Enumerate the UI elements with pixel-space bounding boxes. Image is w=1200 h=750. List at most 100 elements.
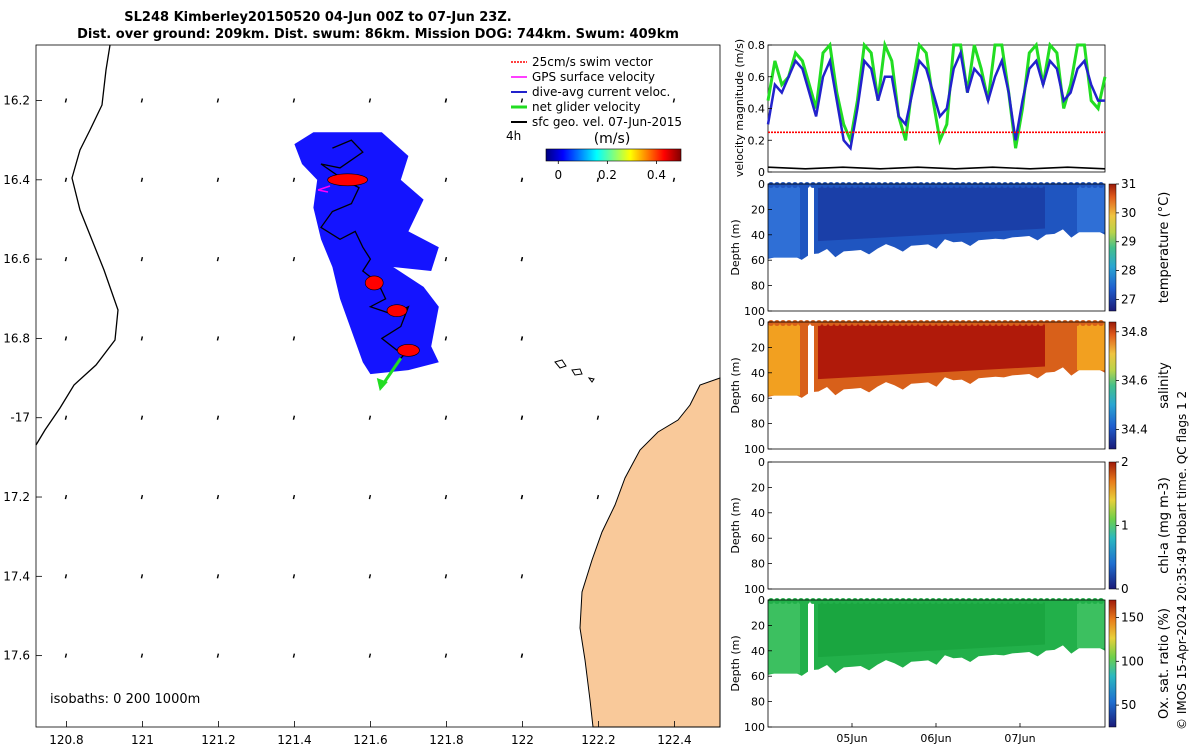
section-y-tick-label: 20 — [751, 619, 765, 632]
section-colorbar-label: temperature (°C) — [1157, 192, 1172, 304]
time-step-label: 4h — [506, 129, 521, 143]
section-top-scallop — [912, 320, 918, 326]
section-top-scallop — [906, 598, 912, 604]
section-top-scallop — [930, 182, 936, 188]
section-top-scallop — [936, 598, 942, 604]
section-top-scallop — [1044, 598, 1050, 604]
velocity-ylabel: velocity magnitude (m/s) — [733, 39, 746, 177]
section-colorbar-tick-label: 150 — [1121, 611, 1144, 625]
section-top-scallop — [1002, 320, 1008, 326]
swim-vector-patches — [327, 173, 420, 357]
section-top-scallop — [924, 598, 930, 604]
section-top-scallop — [1074, 320, 1080, 326]
section-top-scallop — [996, 598, 1002, 604]
section-colorbar-tick-label: 28 — [1121, 264, 1136, 278]
gps-velocity-marks — [317, 185, 331, 193]
salinity-section: 0 20 40 60 80 100 Depth (m) 34.4 34.6 34.8 salinit… — [729, 316, 1172, 456]
section-colorbar-tick-label: 34.4 — [1121, 422, 1148, 436]
section-top-scallop — [900, 182, 906, 188]
section-top-scallop — [1008, 598, 1014, 604]
geo-vector — [140, 415, 144, 420]
map-y-tick-label: -17 — [10, 411, 30, 425]
section-top-scallop — [1092, 320, 1098, 326]
map-y-tick-label: 17.4 — [3, 569, 30, 583]
section-top-scallop — [1056, 182, 1062, 188]
section-top-scallop — [1098, 320, 1104, 326]
section-colorbar-label: Ox. sat. ratio (%) — [1157, 608, 1172, 719]
section-top-scallop — [906, 182, 912, 188]
geo-vector — [672, 98, 676, 103]
section-top-scallop — [996, 182, 1002, 188]
section-y-tick-label: 40 — [751, 645, 765, 658]
time-axis-tick-label: 05Jun — [836, 732, 867, 745]
map-x-tick-label: 121.2 — [201, 733, 235, 747]
section-top-scallop — [834, 598, 840, 604]
map-x-tick-label: 122.2 — [581, 733, 615, 747]
time-axis-tick-label: 06Jun — [920, 732, 951, 745]
section-top-scallop — [1092, 598, 1098, 604]
section-colorbar-tick-label: 100 — [1121, 654, 1144, 668]
section-y-tick-label: 0 — [758, 316, 765, 329]
section-colorbar-label: salinity — [1157, 362, 1172, 409]
figure-title-line1: SL248 Kimberley20150520 04-Jun 00Z to 07… — [124, 10, 511, 25]
section-top-scallop — [936, 320, 942, 326]
map-y-tick-label: 16.2 — [3, 94, 30, 108]
section-top-scallop — [990, 182, 996, 188]
geo-vector — [216, 98, 220, 103]
section-y-tick-label: 20 — [751, 341, 765, 354]
geo-vector — [444, 256, 448, 262]
section-y-tick-label: 80 — [751, 418, 765, 431]
section-top-scallop — [774, 320, 780, 326]
section-top-scallop — [1044, 182, 1050, 188]
section-colorbar-tick-label: 50 — [1121, 698, 1136, 712]
section-top-scallop — [1068, 320, 1074, 326]
velocity-y-tick-label: 0.2 — [748, 134, 766, 147]
section-top-scallop — [906, 320, 912, 326]
section-y-tick-label: 100 — [744, 443, 765, 456]
map-panel: 120.8 121 121.2 121.4 121.6 121.8 122 122.2 122.… — [3, 44, 721, 747]
geo-vector — [444, 336, 448, 341]
section-colorbar-tick-label: 1 — [1121, 519, 1129, 533]
section-top-scallop — [1026, 182, 1032, 188]
section-top-scallop — [840, 182, 846, 188]
colorbar-unit-label: (m/s) — [594, 131, 631, 147]
velocity-colorbar — [545, 148, 682, 162]
map-y-tick-label: 16.6 — [3, 252, 30, 266]
section-top-scallop — [876, 598, 882, 604]
section-top-scallop — [1032, 320, 1038, 326]
section-top-scallop — [834, 182, 840, 188]
geo-vector — [520, 494, 524, 500]
section-y-tick-label: 60 — [751, 254, 765, 267]
section-top-scallop — [1080, 598, 1086, 604]
geo-vector — [64, 336, 68, 341]
swim-vector-patch — [364, 275, 384, 291]
velocity-series — [766, 39, 1107, 170]
section-data-gap — [808, 184, 814, 263]
section-top-scallop — [798, 182, 804, 188]
geo-vector — [292, 177, 296, 182]
geo-vector — [596, 415, 600, 420]
section-top-scallop — [1026, 598, 1032, 604]
section-top-scallop — [822, 320, 828, 326]
geo-vector — [520, 336, 524, 341]
legend-net-label: net glider velocity — [532, 100, 640, 114]
figure-title-line2: Dist. over ground: 209km. Dist. swum: 86… — [77, 27, 679, 42]
section-y-tick-label: 0 — [758, 456, 765, 469]
section-top-scallop — [1038, 182, 1044, 188]
section-top-scallop — [954, 182, 960, 188]
section-top-scallop — [984, 598, 990, 604]
section-y-tick-label: 100 — [744, 583, 765, 596]
section-colorbar-tick-label: 31 — [1121, 177, 1136, 191]
section-top-scallop — [792, 320, 798, 326]
geo-vector — [64, 177, 68, 182]
net-velocity-arrowhead — [376, 378, 388, 391]
section-top-scallop — [1086, 320, 1092, 326]
section-y-tick-label: 0 — [758, 178, 765, 191]
section-top-scallop — [804, 182, 810, 188]
section-top-scallop — [1038, 320, 1044, 326]
geo-vector — [672, 177, 676, 182]
section-top-scallop — [798, 598, 804, 604]
geo-vector — [520, 415, 524, 420]
section-data-core — [818, 600, 1045, 658]
